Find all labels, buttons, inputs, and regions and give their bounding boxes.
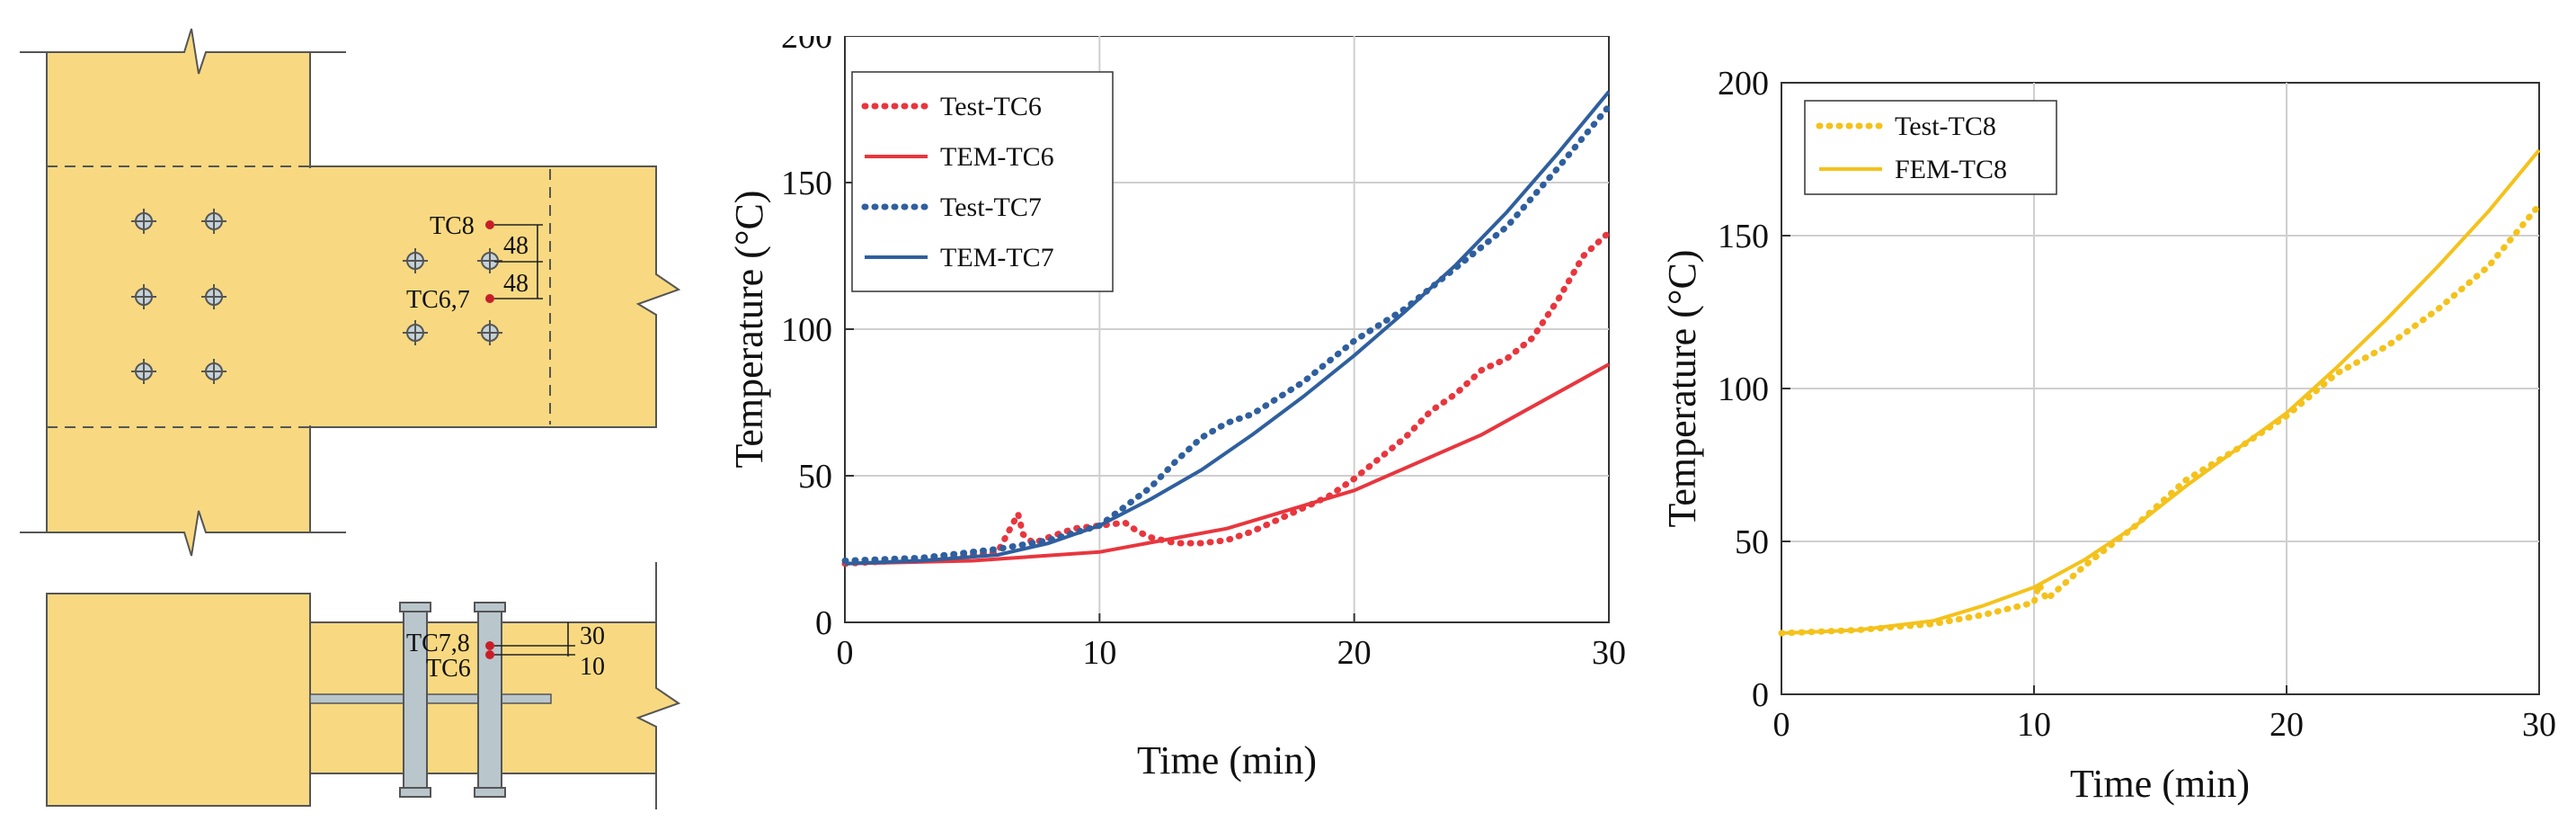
x-axis-label: Time (min) [1137,738,1317,782]
dimension-lines [494,224,543,299]
column-member [46,28,311,557]
legend-box [1804,100,2057,195]
legend-label-fem-tc8: FEM-TC8 [1895,155,2007,184]
series-line-test-tc8 [1778,201,2543,637]
label-tc8: TC8 [430,212,475,240]
label-tc67: TC6,7 [406,286,470,314]
thermocouple-tc6-point [485,650,494,659]
x-tick-label: 30 [1592,634,1626,672]
y-axis-label: Temperature (°C) [727,191,771,469]
y-tick-label: 200 [781,36,832,56]
beam-member [309,165,681,428]
series-line-test-tc7 [841,103,1612,564]
column-bolt-crosses [131,209,227,384]
x-tick-label: 0 [1773,706,1790,744]
y-tick-label: 150 [781,165,832,202]
y-tick-label: 100 [781,311,832,349]
bolt-head [474,602,506,612]
y-axis-label: Temperature (°C) [1660,250,1704,528]
series-line-fem-tc8 [1781,148,2541,635]
y-tick-label: 100 [1718,371,1769,408]
top-view: TC8 TC6,7 48 48 [20,28,681,557]
thermocouple-tc67-point [485,294,494,303]
y-tick-label: 200 [1718,65,1769,103]
legend-label-test-tc7: Test-TC7 [940,192,1042,222]
dimension-48-lower: 48 [503,270,529,298]
legend: Test-TC6 TEM-TC6 Test-TC7 TEM-TC7 [851,71,1114,292]
x-tick-label: 30 [2522,706,2556,744]
x-tick-label: 20 [2270,706,2304,744]
series-group [841,90,1612,567]
x-tick-label: 0 [837,634,854,672]
thermocouple-tc8-point [485,220,494,229]
x-tick-label: 10 [2017,706,2051,744]
gridlines [1781,83,2539,694]
y-tick-label: 50 [798,458,832,496]
steel-plate [309,693,552,704]
label-tc78: TC7,8 [406,630,470,657]
ticks: 0 10 20 30 0 50 100 150 200 [1718,65,2556,744]
bolt-head [399,787,431,798]
y-tick-label: 0 [1752,676,1769,714]
series-group [1778,148,2543,637]
legend-label-tem-tc6: TEM-TC6 [940,142,1054,172]
thermocouple-tc78-point [485,641,494,650]
y-tick-label: 150 [1718,218,1769,255]
bolt-head [474,787,506,798]
dimension-30: 30 [580,622,605,650]
dimension-10: 10 [580,653,605,681]
column-section [46,593,311,807]
x-axis-label: Time (min) [2070,762,2250,806]
chart-tc8: 0 10 20 30 0 50 100 150 200 Time (min) Temperatu… [1660,65,2556,806]
ticks: 0 10 20 30 0 50 100 150 200 [781,36,1626,672]
bolt-side [477,609,502,791]
beam-bolt-crosses [403,248,502,345]
chart-tc6-tc7: 0 10 20 30 0 50 100 150 200 Time (min) Temperatu… [727,36,1626,782]
legend: Test-TC8 FEM-TC8 [1804,100,2057,195]
x-tick-label: 10 [1082,634,1116,672]
side-dimension-lines [494,622,575,657]
y-tick-label: 0 [815,604,832,642]
connection-diagram: TC8 TC6,7 48 48 TC7,8 TC6 [20,28,681,809]
series-line-test-tc6 [841,228,1612,567]
legend-label-test-tc8: Test-TC8 [1895,112,1996,141]
series-line-tem-tc6 [844,362,1610,566]
side-view: TC7,8 TC6 30 10 [46,562,681,809]
bolt-head [399,602,431,612]
legend-label-tem-tc7: TEM-TC7 [940,243,1054,273]
dimension-48-upper: 48 [503,232,529,260]
label-tc6: TC6 [426,655,471,683]
y-tick-label: 50 [1735,523,1769,561]
legend-label-test-tc6: Test-TC6 [940,92,1042,121]
series-line-tem-tc7 [844,90,1611,566]
x-tick-label: 20 [1337,634,1372,672]
